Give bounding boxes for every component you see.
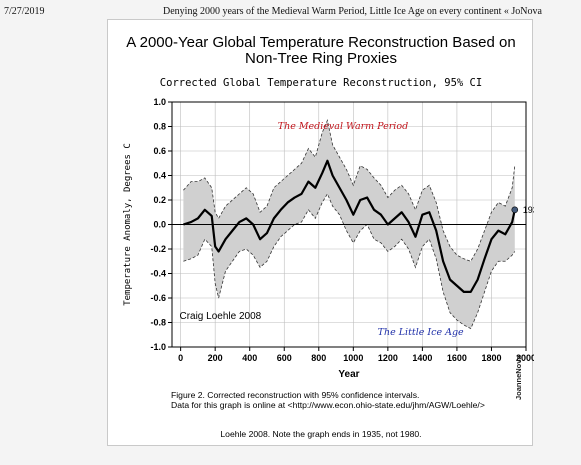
x-axis-label: Year: [338, 369, 359, 380]
annotation-0: The Medieval Warm Period: [278, 121, 408, 132]
x-tick-label: 2000: [516, 353, 534, 363]
figure-card: A 2000-Year Global Temperature Reconstru…: [107, 19, 534, 446]
x-tick-label: 1400: [412, 353, 432, 363]
x-tick-label: 800: [311, 353, 326, 363]
y-tick-label: -0.4: [150, 269, 166, 279]
caption-line-1: Figure 2. Corrected reconstruction with …: [171, 390, 420, 400]
y-tick-label: 0.6: [153, 146, 166, 156]
figure-title: A 2000-Year Global Temperature Reconstru…: [126, 34, 516, 67]
confidence-lower-line: [183, 192, 516, 330]
print-page-title: Denying 2000 years of the Medieval Warm …: [163, 6, 542, 17]
x-tick-label: 0: [178, 353, 183, 363]
figure-note: Loehle 2008. Note the graph ends in 1935…: [220, 429, 422, 439]
y-tick-label: 0.8: [153, 122, 166, 132]
y-tick-label: 0.0: [153, 220, 166, 230]
x-tick-label: 600: [277, 353, 292, 363]
series-line-mean: [183, 159, 516, 293]
y-tick-label: 0.2: [153, 195, 166, 205]
x-tick-label: 1800: [481, 353, 501, 363]
confidence-upper-line: [183, 119, 516, 262]
temperature-chart: 1935 The Medieval Warm Period The Little …: [123, 97, 534, 380]
y-tick-label: 0.4: [153, 171, 166, 181]
x-tick-label: 1600: [447, 353, 467, 363]
x-tick-label: 1000: [343, 353, 363, 363]
caption-line-2: Data for this graph is online at <http:/…: [171, 400, 485, 410]
annotation-2: Craig Loehle 2008: [179, 311, 261, 322]
end-point-1935: [511, 206, 519, 214]
x-tick-label: 200: [208, 353, 223, 363]
y-tick-label: -0.6: [150, 293, 166, 303]
y-tick-label: -0.8: [150, 318, 166, 328]
x-tick-label: 1200: [378, 353, 398, 363]
y-tick-label: -0.2: [150, 244, 166, 254]
annotation-1: The Little Ice Age: [378, 327, 464, 338]
watermark: JoanneNova: [514, 355, 523, 400]
figure-caption: Figure 2. Corrected reconstruction with …: [171, 390, 521, 410]
y-axis-label: Temperature Anomaly, Degrees C: [123, 143, 133, 306]
y-tick-label: 1.0: [153, 97, 166, 107]
x-tick-label: 400: [242, 353, 257, 363]
end-point-label: 1935: [523, 205, 534, 215]
print-date: 7/27/2019: [4, 6, 45, 17]
chart-subtitle: Corrected Global Temperature Reconstruct…: [159, 77, 483, 89]
y-tick-label: -1.0: [150, 342, 166, 352]
